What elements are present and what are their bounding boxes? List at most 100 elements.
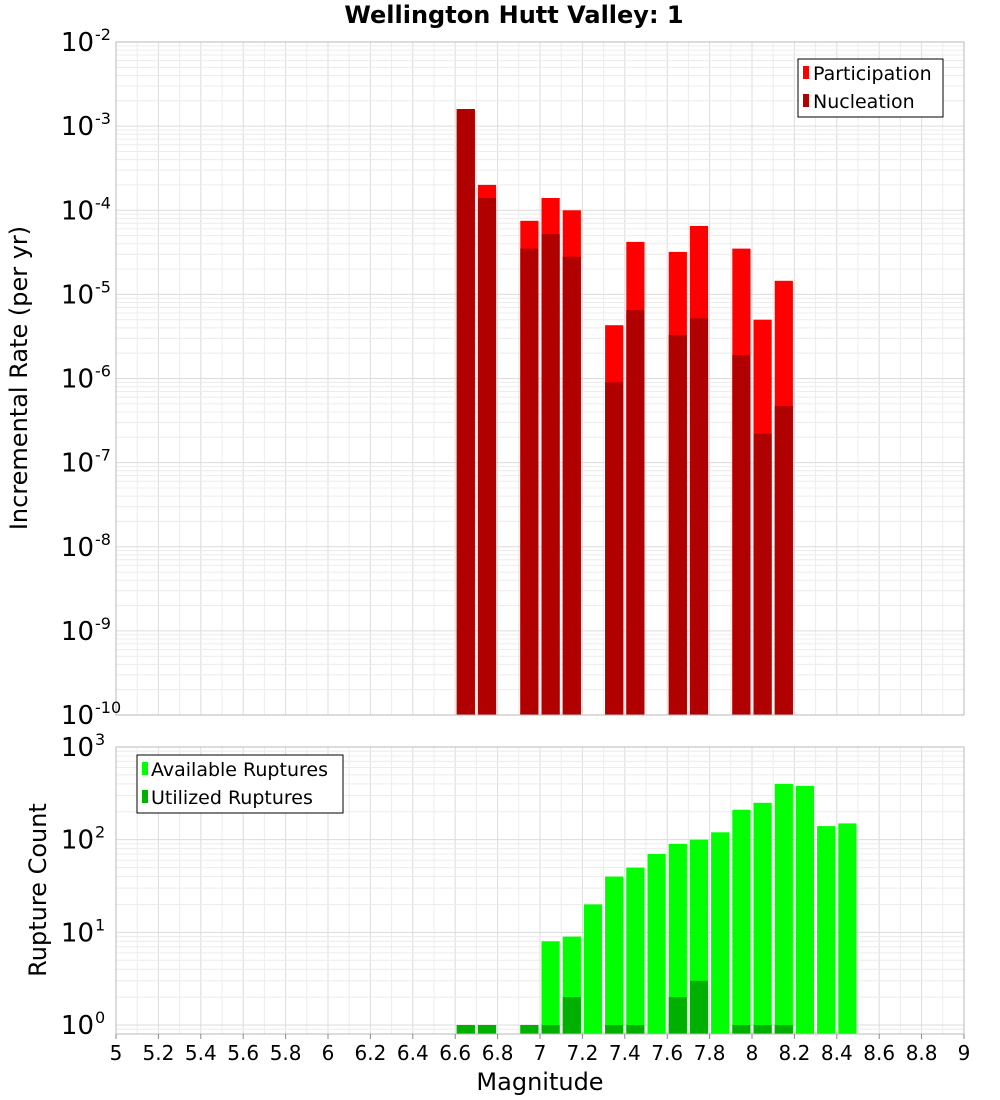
x-tick-label: 6.6	[439, 1041, 471, 1065]
x-tick-label: 6.4	[397, 1041, 429, 1065]
legend-label-participation: Participation	[813, 63, 932, 85]
utilized-ruptures-bar	[732, 1025, 751, 1034]
y-tick-exponent: -4	[95, 193, 111, 212]
available-ruptures-bar	[817, 826, 836, 1034]
available-ruptures-bar	[668, 843, 687, 1034]
available-ruptures-bar	[583, 904, 603, 1034]
nucleation-bar	[456, 109, 475, 715]
nucleation-bar	[520, 248, 539, 715]
y-tick-label: 10	[61, 533, 94, 563]
y-tick-label: 10	[61, 918, 94, 948]
top-grid	[115, 41, 965, 716]
x-tick-label: 7.6	[651, 1041, 683, 1065]
nucleation-bar	[732, 355, 751, 715]
x-tick-label: 6.2	[354, 1041, 386, 1065]
y-tick-label: 10	[61, 28, 94, 58]
y-tick-label: 10	[61, 449, 94, 479]
y-tick-exponent: -8	[95, 530, 111, 549]
y-tick-label: 10	[61, 365, 94, 395]
nucleation-bar	[689, 318, 709, 715]
nucleation-bar	[753, 433, 772, 715]
nucleation-bar	[477, 198, 497, 715]
available-ruptures-bar	[605, 876, 624, 1034]
bottom-legend: Available Ruptures Utilized Ruptures	[136, 754, 344, 814]
top-bars	[456, 109, 793, 716]
utilized-ruptures-bar	[520, 1025, 539, 1034]
x-tick-label: 7.2	[566, 1041, 598, 1065]
x-tick-label: 8	[746, 1041, 759, 1065]
x-tick-label: 5.4	[185, 1041, 217, 1065]
y-tick-label: 10	[61, 826, 94, 856]
utilized-ruptures-bar	[626, 1025, 645, 1034]
y-tick-label: 10	[61, 1011, 94, 1041]
x-tick-label: 7.4	[609, 1041, 641, 1065]
available-ruptures-bar	[711, 832, 730, 1034]
legend-swatch-available	[142, 762, 148, 775]
utilized-ruptures-bar	[753, 1025, 772, 1034]
top-y-axis-label: Incremental Rate (per yr)	[5, 226, 33, 530]
y-tick-exponent: 2	[95, 823, 105, 842]
bottom-y-axis-label: Rupture Count	[24, 803, 52, 977]
y-tick-label: 10	[61, 701, 94, 731]
x-tick-label: 6.8	[482, 1041, 514, 1065]
nucleation-bar	[668, 334, 687, 715]
y-tick-exponent: -3	[95, 109, 111, 128]
x-tick-label: 5	[110, 1041, 123, 1065]
utilized-ruptures-bar	[477, 1025, 497, 1034]
nucleation-bar	[541, 234, 560, 715]
y-tick-exponent: -6	[95, 362, 111, 381]
available-ruptures-bar	[795, 785, 815, 1034]
utilized-ruptures-bar	[689, 980, 709, 1034]
available-ruptures-bar	[774, 783, 793, 1034]
y-tick-exponent: -10	[95, 698, 121, 717]
x-ticks: 5 5.2 5.4 5.6 5.8 6 6.2 6.4 6.6 6.8 7 7.2 7.4 7.6 7.8 8…	[110, 1034, 971, 1065]
nucleation-bar	[605, 382, 624, 715]
x-axis-label: Magnitude	[476, 1068, 603, 1096]
legend-label-nucleation: Nucleation	[813, 91, 915, 113]
y-tick-label: 10	[61, 112, 94, 142]
y-tick-exponent: 3	[95, 730, 105, 749]
chart-title: Wellington Hutt Valley: 1	[344, 1, 683, 29]
x-tick-label: 5.2	[142, 1041, 174, 1065]
y-tick-exponent: 0	[95, 1008, 105, 1027]
y-tick-exponent: -2	[95, 25, 111, 44]
y-tick-exponent: -5	[95, 277, 111, 296]
x-tick-label: 7.8	[694, 1041, 726, 1065]
available-ruptures-bar	[732, 809, 751, 1034]
utilized-ruptures-bar	[562, 997, 581, 1034]
legend-label-utilized: Utilized Ruptures	[151, 787, 313, 809]
x-tick-label: 8.4	[821, 1041, 853, 1065]
legend-label-available: Available Ruptures	[151, 759, 328, 781]
legend-swatch-nucleation	[803, 94, 809, 107]
x-tick-label: 8.6	[863, 1041, 895, 1065]
top-plot-frame	[115, 41, 965, 716]
utilized-ruptures-bar	[774, 1025, 793, 1034]
available-ruptures-bar	[647, 854, 666, 1034]
y-tick-label: 10	[61, 280, 94, 310]
y-tick-exponent: -9	[95, 614, 111, 633]
x-tick-label: 6	[322, 1041, 335, 1065]
y-tick-label: 10	[61, 196, 94, 226]
legend-swatch-participation	[803, 66, 809, 79]
available-ruptures-bar	[541, 941, 560, 1034]
y-tick-exponent: -7	[95, 446, 111, 465]
x-tick-label: 9	[958, 1041, 971, 1065]
y-tick-exponent: 1	[95, 915, 105, 934]
x-tick-label: 7	[534, 1041, 547, 1065]
legend-swatch-utilized	[142, 790, 148, 803]
x-tick-label: 8.8	[906, 1041, 938, 1065]
utilized-ruptures-bar	[541, 1025, 560, 1034]
y-tick-label: 10	[61, 617, 94, 647]
nucleation-bar	[774, 406, 793, 715]
x-tick-label: 5.6	[227, 1041, 259, 1065]
bottom-bars	[456, 783, 857, 1034]
nucleation-bar	[562, 256, 581, 715]
utilized-ruptures-bar	[668, 997, 687, 1034]
top-legend-box	[797, 58, 944, 118]
x-tick-label: 8.2	[778, 1041, 810, 1065]
